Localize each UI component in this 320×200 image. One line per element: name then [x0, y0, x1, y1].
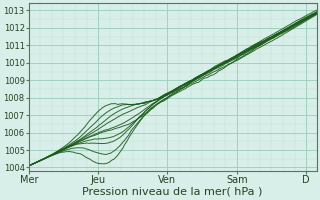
X-axis label: Pression niveau de la mer( hPa ): Pression niveau de la mer( hPa )	[83, 187, 263, 197]
